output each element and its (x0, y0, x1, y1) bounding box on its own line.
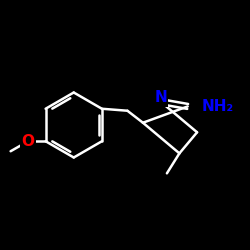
Text: NH₂: NH₂ (202, 99, 234, 114)
Text: N: N (154, 90, 167, 106)
Text: O: O (22, 134, 35, 149)
